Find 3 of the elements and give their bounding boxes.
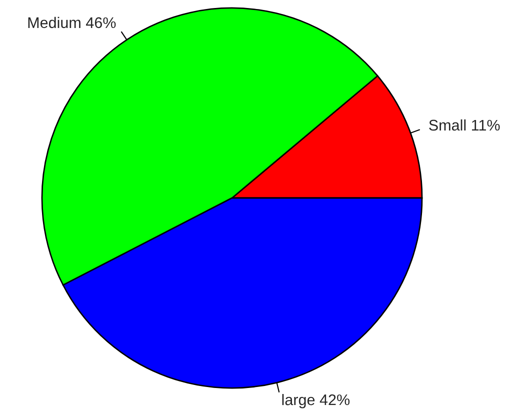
slice-label: large 42% xyxy=(282,394,350,408)
slice-label: Small 11% xyxy=(429,119,500,131)
slice-label: Medium 46% xyxy=(28,16,116,28)
